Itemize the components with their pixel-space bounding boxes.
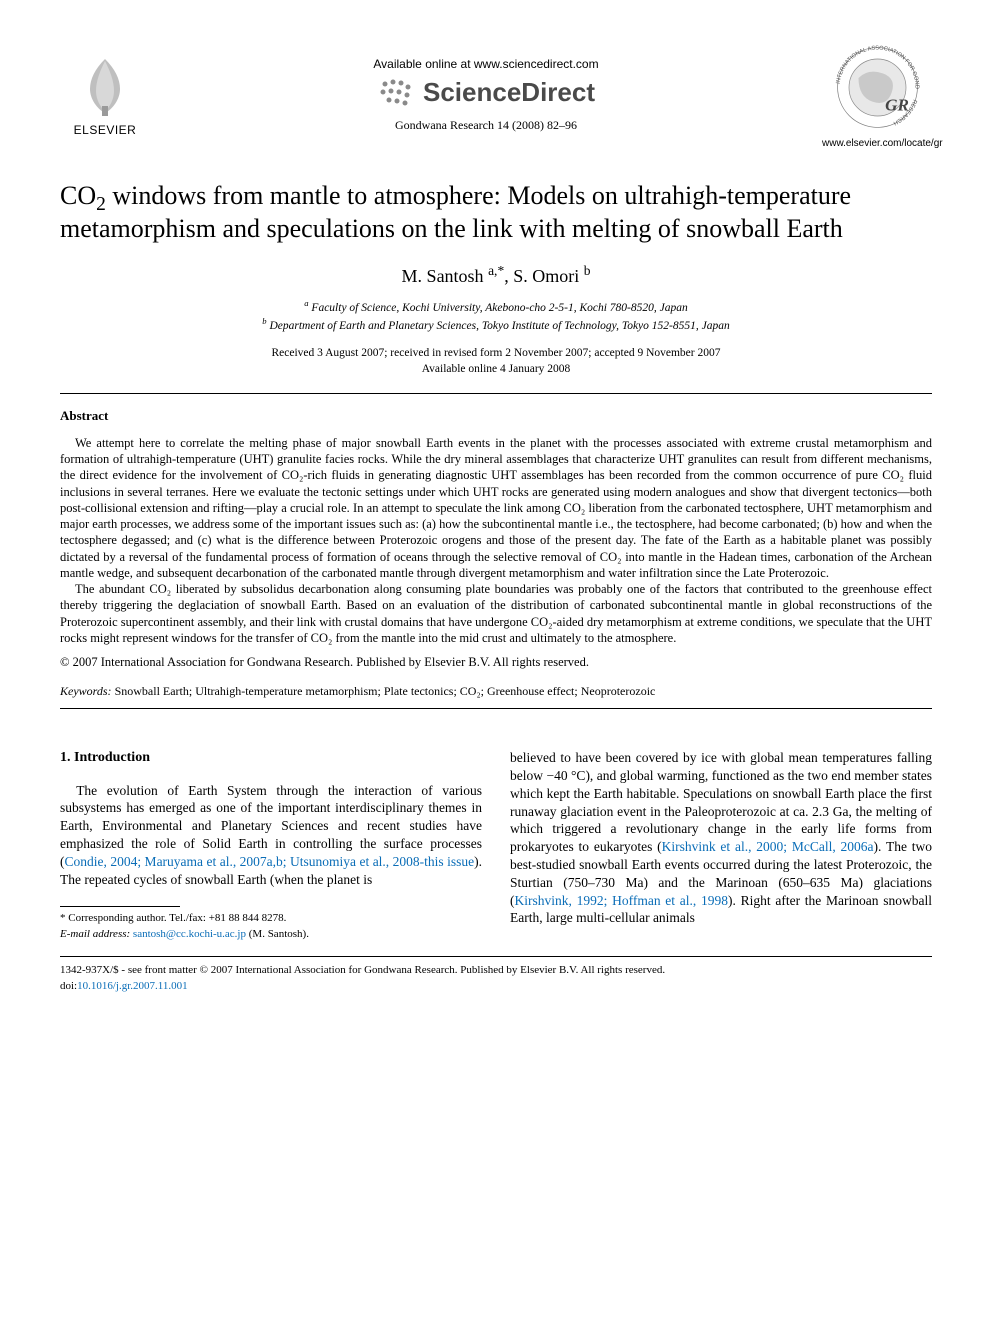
affiliation-b: b Department of Earth and Planetary Scie… <box>60 318 932 335</box>
issn-copyright: 1342-937X/$ - see front matter © 2007 In… <box>60 963 932 978</box>
gondwana-research-logo: INTERNATIONAL ASSOCIATION FOR GONDWANA R… <box>822 40 932 150</box>
title-rest: windows from mantle to atmosphere: Model… <box>60 181 851 243</box>
elsevier-brand-text: ELSEVIER <box>60 123 150 139</box>
journal-reference: Gondwana Research 14 (2008) 82–96 <box>150 118 822 134</box>
elsevier-tree-icon <box>70 51 140 121</box>
citation-link[interactable]: Kirshvink, 1992; Hoffman et al., 1998 <box>515 893 729 908</box>
gr-journal-url: www.elsevier.com/locate/gr <box>822 137 932 150</box>
footnotes: * Corresponding author. Tel./fax: +81 88… <box>60 911 482 942</box>
doi-line: doi:10.1016/j.gr.2007.11.001 <box>60 979 932 994</box>
footer-meta: 1342-937X/$ - see front matter © 2007 In… <box>60 963 932 994</box>
rule-bottom <box>60 708 932 709</box>
abstract-body: We attempt here to correlate the melting… <box>60 435 932 646</box>
keywords-label: Keywords: <box>60 684 112 698</box>
citation-link[interactable]: Condie, 2004; Maruyama et al., 2007a,b; … <box>65 854 475 869</box>
gr-globe-icon: INTERNATIONAL ASSOCIATION FOR GONDWANA R… <box>830 40 925 135</box>
body-columns: 1. Introduction The evolution of Earth S… <box>60 749 932 942</box>
svg-text:GR: GR <box>885 95 909 114</box>
sciencedirect-logo: ScienceDirect <box>150 76 822 110</box>
abstract-heading: Abstract <box>60 408 932 425</box>
journal-header: ELSEVIER Available online at www.science… <box>60 40 932 150</box>
online-date: Available online 4 January 2008 <box>60 361 932 377</box>
column-right: believed to have been covered by ice wit… <box>510 749 932 942</box>
column-left: 1. Introduction The evolution of Earth S… <box>60 749 482 942</box>
article-title: CO2 windows from mantle to atmosphere: M… <box>60 180 932 245</box>
intro-paragraph: The evolution of Earth System through th… <box>60 782 482 889</box>
abstract-p2: The abundant CO₂ liberated by subsolidus… <box>60 581 932 646</box>
received-date: Received 3 August 2007; received in revi… <box>60 345 932 361</box>
available-online-text: Available online at www.sciencedirect.co… <box>150 57 822 73</box>
authors: M. Santosh a,*, S. Omori b <box>60 265 932 288</box>
elsevier-logo: ELSEVIER <box>60 51 150 139</box>
title-subscript: 2 <box>96 194 106 215</box>
affiliations: a Faculty of Science, Kochi University, … <box>60 300 932 335</box>
intro-paragraph-cont: believed to have been covered by ice wit… <box>510 749 932 927</box>
footnote-separator <box>60 906 180 907</box>
keywords: Keywords: Snowball Earth; Ultrahigh-temp… <box>60 684 932 700</box>
citation-link[interactable]: Kirshvink et al., 2000; McCall, 2006a <box>662 839 874 854</box>
keywords-text: Snowball Earth; Ultrahigh-temperature me… <box>112 684 656 698</box>
rule-top <box>60 393 932 394</box>
email-line: E-mail address: santosh@cc.kochi-u.ac.jp… <box>60 927 482 942</box>
sciencedirect-dots-icon <box>377 78 417 108</box>
article-dates: Received 3 August 2007; received in revi… <box>60 345 932 377</box>
section-1-heading: 1. Introduction <box>60 749 482 767</box>
affiliation-a: a Faculty of Science, Kochi University, … <box>60 300 932 317</box>
abstract-copyright: © 2007 International Association for Gon… <box>60 654 932 670</box>
title-part1: CO <box>60 181 96 210</box>
author-2: S. Omori <box>513 266 584 286</box>
center-header: Available online at www.sciencedirect.co… <box>150 57 822 134</box>
corresponding-author-note: * Corresponding author. Tel./fax: +81 88… <box>60 911 482 926</box>
abstract-p1: We attempt here to correlate the melting… <box>60 435 932 581</box>
author-1: M. Santosh <box>402 266 489 286</box>
doi-link[interactable]: 10.1016/j.gr.2007.11.001 <box>77 980 188 992</box>
sciencedirect-text: ScienceDirect <box>423 76 595 110</box>
footer-rule <box>60 956 932 957</box>
email-link[interactable]: santosh@cc.kochi-u.ac.jp <box>133 928 246 940</box>
